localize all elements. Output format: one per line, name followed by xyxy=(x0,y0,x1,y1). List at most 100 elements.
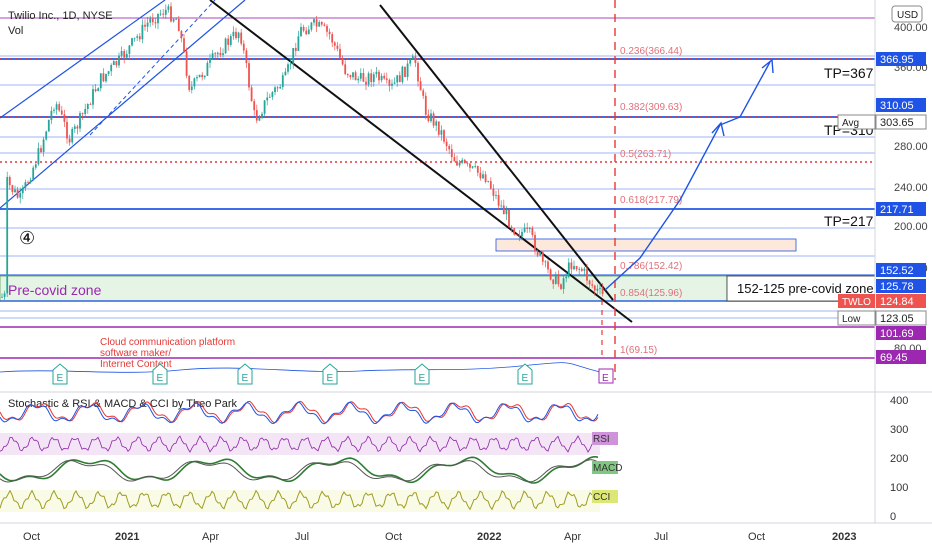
earnings-marker-label: E xyxy=(522,373,529,384)
candle-body xyxy=(76,126,79,129)
candle-body xyxy=(21,187,24,194)
candle-body xyxy=(341,57,344,65)
price-tick: 280.00 xyxy=(894,141,928,153)
candle-body xyxy=(289,63,292,65)
candle-body xyxy=(24,182,27,188)
currency-button[interactable]: USD xyxy=(897,10,918,21)
volume-label: Vol xyxy=(8,25,23,37)
candle-body xyxy=(331,34,334,43)
candle-body xyxy=(336,45,339,49)
candle-body xyxy=(544,261,547,263)
time-label: 2021 xyxy=(115,531,139,543)
candle-body xyxy=(216,52,219,55)
price-badge-label: 310.05 xyxy=(880,100,914,112)
candle-body xyxy=(284,71,287,76)
candle-body xyxy=(110,65,113,72)
price-badge-label: 366.95 xyxy=(880,54,914,66)
candle-body xyxy=(583,268,586,271)
price-tick: 240.00 xyxy=(894,182,928,194)
candle-body xyxy=(547,261,549,270)
cci-band xyxy=(0,490,600,512)
candle-body xyxy=(461,159,464,163)
earnings-marker-future-box xyxy=(598,368,614,384)
candle-body xyxy=(287,64,289,72)
candle-body xyxy=(53,109,55,111)
candle-body xyxy=(34,164,37,168)
candle-body xyxy=(541,252,544,262)
candle-body xyxy=(183,38,185,52)
candle-body xyxy=(315,19,318,27)
candle-body xyxy=(128,45,131,54)
candle-body xyxy=(500,205,503,207)
candle-body xyxy=(528,227,531,229)
time-label: Apr xyxy=(564,531,581,543)
candle-body xyxy=(133,37,136,39)
candle-body xyxy=(151,18,154,23)
price-badge-tag-label: Low xyxy=(842,314,861,325)
price-badge-label: 101.69 xyxy=(880,328,914,340)
candle-body xyxy=(219,52,222,56)
candle-body xyxy=(211,53,214,59)
candle-body xyxy=(328,31,331,35)
time-label: 2023 xyxy=(832,531,856,543)
candle-body xyxy=(40,148,42,153)
candle-body xyxy=(372,74,375,82)
trendline-2 xyxy=(379,4,614,301)
candle-body xyxy=(352,72,354,78)
macd-line xyxy=(0,456,599,484)
candle-body xyxy=(552,279,555,284)
candle-body xyxy=(489,181,492,189)
candle-body xyxy=(422,90,425,96)
candle-body xyxy=(375,71,378,75)
candle-body xyxy=(349,75,352,78)
candle-body xyxy=(570,262,573,270)
tp-label: TP=217 xyxy=(824,213,874,229)
candle-body xyxy=(599,287,601,289)
candle-body xyxy=(508,210,510,227)
fib-label: 0.382(309.63) xyxy=(620,102,682,113)
price-badge xyxy=(875,310,927,326)
candle-body xyxy=(567,262,570,277)
candle-body xyxy=(492,188,495,196)
candle-body xyxy=(305,30,308,35)
candle-body xyxy=(385,78,388,80)
target-arrow-2 xyxy=(719,61,771,126)
candle-body xyxy=(396,75,399,83)
indicator-tick: 300 xyxy=(890,424,908,436)
candle-body xyxy=(224,38,227,54)
stochastic-line-1 xyxy=(0,400,599,424)
candle-body xyxy=(271,92,274,97)
candle-body xyxy=(419,81,422,91)
candle-body xyxy=(435,121,438,126)
time-label: Jul xyxy=(295,531,309,543)
candles xyxy=(1,2,604,300)
price-badge-label: 217.71 xyxy=(880,204,914,216)
candle-body xyxy=(248,63,250,88)
price-badge xyxy=(876,279,926,293)
candle-body xyxy=(292,48,295,64)
candle-body xyxy=(141,24,144,40)
price-badge xyxy=(876,350,926,364)
candle-body xyxy=(300,27,302,37)
candle-body xyxy=(391,83,393,86)
candle-body xyxy=(27,182,29,183)
circled-four: ④ xyxy=(19,228,35,248)
price-badge xyxy=(876,294,926,308)
candle-body xyxy=(97,88,100,92)
candle-body xyxy=(458,162,461,166)
candle-body xyxy=(591,284,594,286)
chart-title: Twilio Inc., 1D, NYSE xyxy=(8,10,113,22)
candle-body xyxy=(71,128,74,143)
trendline-1 xyxy=(209,0,633,323)
candle-body xyxy=(261,113,263,118)
candle-body xyxy=(149,18,152,23)
candle-body xyxy=(575,266,578,270)
candle-body xyxy=(560,284,562,289)
earnings-marker: E xyxy=(322,363,338,385)
earnings-marker: E xyxy=(237,363,253,385)
candle-body xyxy=(427,114,430,122)
candle-body xyxy=(232,31,235,37)
indicator-tick: 200 xyxy=(890,453,908,465)
candle-body xyxy=(14,189,16,193)
